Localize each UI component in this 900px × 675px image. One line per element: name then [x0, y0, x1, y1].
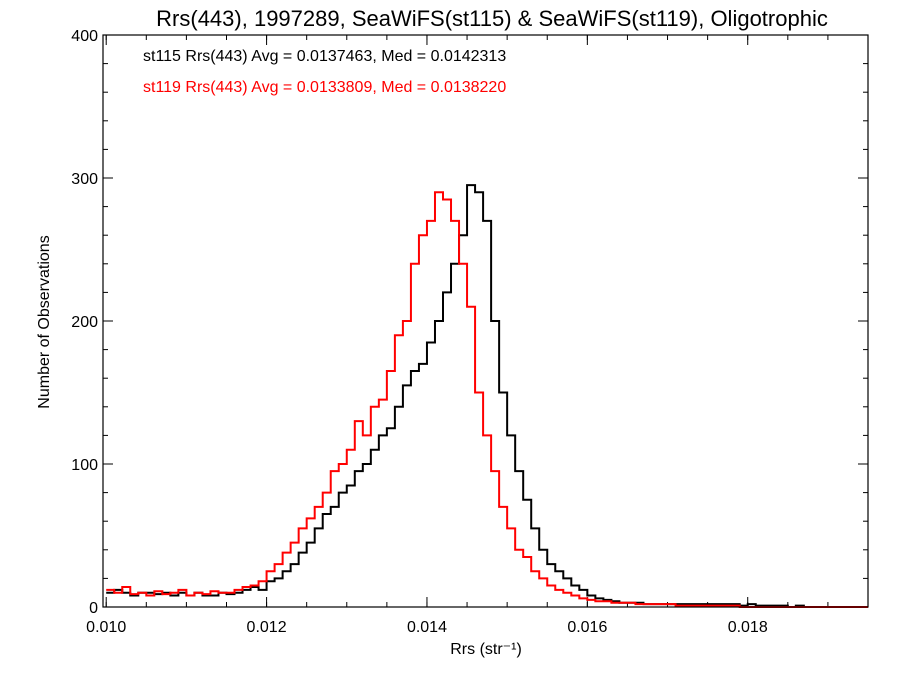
legend-entry-st115: st115 Rrs(443) Avg = 0.0137463, Med = 0.…	[143, 48, 506, 65]
x-tick-label: 0.012	[247, 619, 287, 636]
histogram-st119	[106, 191, 868, 608]
y-axis-label: Number of Observations	[36, 235, 53, 408]
y-tick-label: 100	[71, 457, 98, 474]
x-tick-label: 0.010	[86, 619, 126, 636]
x-tick-label: 0.014	[407, 619, 447, 636]
histogram-st115	[106, 184, 868, 608]
y-tick-label: 0	[89, 600, 98, 617]
chart-title: Rrs(443), 1997289, SeaWiFS(st115) & SeaW…	[156, 6, 828, 31]
x-tick-label: 0.018	[728, 619, 768, 636]
legend-entry-st119: st119 Rrs(443) Avg = 0.0133809, Med = 0.…	[143, 79, 506, 96]
x-axis-label: Rrs (str⁻¹)	[450, 641, 522, 658]
x-tick-label: 0.016	[567, 619, 607, 636]
plot-frame	[102, 34, 869, 608]
y-tick-label: 400	[71, 28, 98, 45]
y-tick-label: 300	[71, 171, 98, 188]
y-tick-label: 200	[71, 314, 98, 331]
